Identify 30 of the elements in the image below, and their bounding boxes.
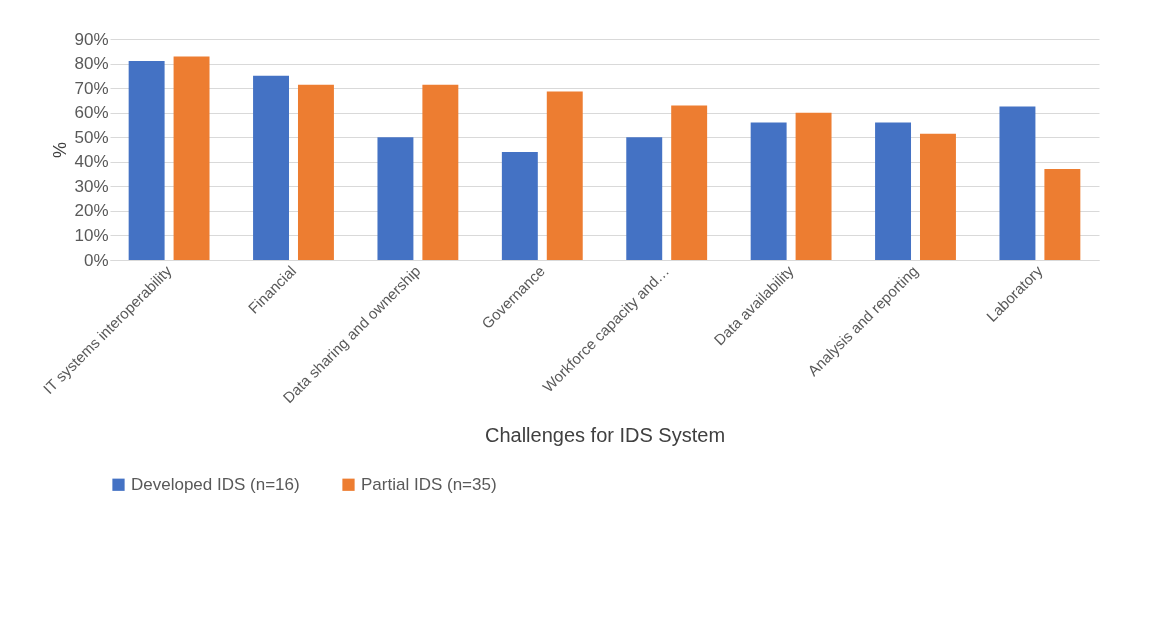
y-tick-label: 70% — [74, 78, 109, 98]
bar — [422, 84, 459, 260]
bar — [795, 112, 832, 260]
y-axis-title: % — [50, 141, 71, 159]
x-axis-title: Challenges for IDS System — [484, 424, 726, 447]
bar — [501, 151, 538, 260]
y-tick-label: 60% — [74, 103, 109, 123]
bar — [875, 122, 912, 260]
bar — [999, 106, 1036, 260]
y-tick-label: 50% — [74, 127, 109, 147]
bar — [173, 56, 210, 260]
bar — [750, 122, 787, 260]
y-tick-label: 0% — [83, 250, 109, 270]
y-tick-label: 40% — [74, 152, 109, 172]
legend-label: Developed IDS (n=16) — [131, 474, 300, 494]
bar — [253, 75, 289, 260]
y-tick-label: 80% — [74, 54, 109, 74]
y-tick-label: 30% — [74, 176, 109, 196]
y-tick-label: 20% — [74, 201, 109, 221]
y-tick-label: 90% — [74, 29, 109, 49]
bar — [1044, 168, 1081, 260]
y-tick-label: 10% — [74, 225, 109, 245]
bar — [297, 84, 334, 260]
bar — [128, 61, 165, 260]
bar — [626, 137, 663, 260]
bar — [377, 137, 414, 260]
bar — [546, 91, 583, 260]
bar — [671, 105, 708, 260]
bar — [920, 133, 956, 260]
legend-label: Partial IDS (n=35) — [361, 474, 497, 494]
